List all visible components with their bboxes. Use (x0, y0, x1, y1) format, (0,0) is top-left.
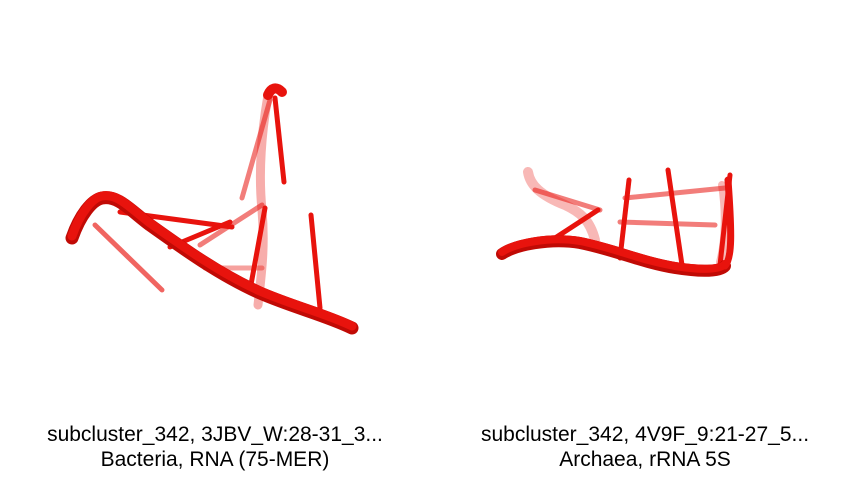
rna-structure-render-left (65, 83, 359, 335)
caption-subtitle: Bacteria, RNA (75-MER) (100, 448, 330, 471)
structure-panel-right: subcluster_342, 4V9F_9:21-27_5... Archae… (430, 0, 860, 480)
caption-title: subcluster_342, 3JBV_W:28-31_3... (47, 423, 383, 446)
structure-panel-left: subcluster_342, 3JBV_W:28-31_3... Bacter… (0, 83, 430, 472)
caption-subtitle: Archaea, rRNA 5S (559, 448, 731, 471)
backbone-tube (65, 83, 359, 335)
caption-title: subcluster_342, 4V9F_9:21-27_5... (480, 423, 810, 446)
structure-caption-left: subcluster_342, 3JBV_W:28-31_3... Bacter… (0, 422, 430, 472)
structure-caption-right: subcluster_342, 4V9F_9:21-27_5... Archae… (430, 422, 860, 472)
backbone-tube (496, 176, 735, 277)
rna-structure-render-right (496, 167, 735, 277)
